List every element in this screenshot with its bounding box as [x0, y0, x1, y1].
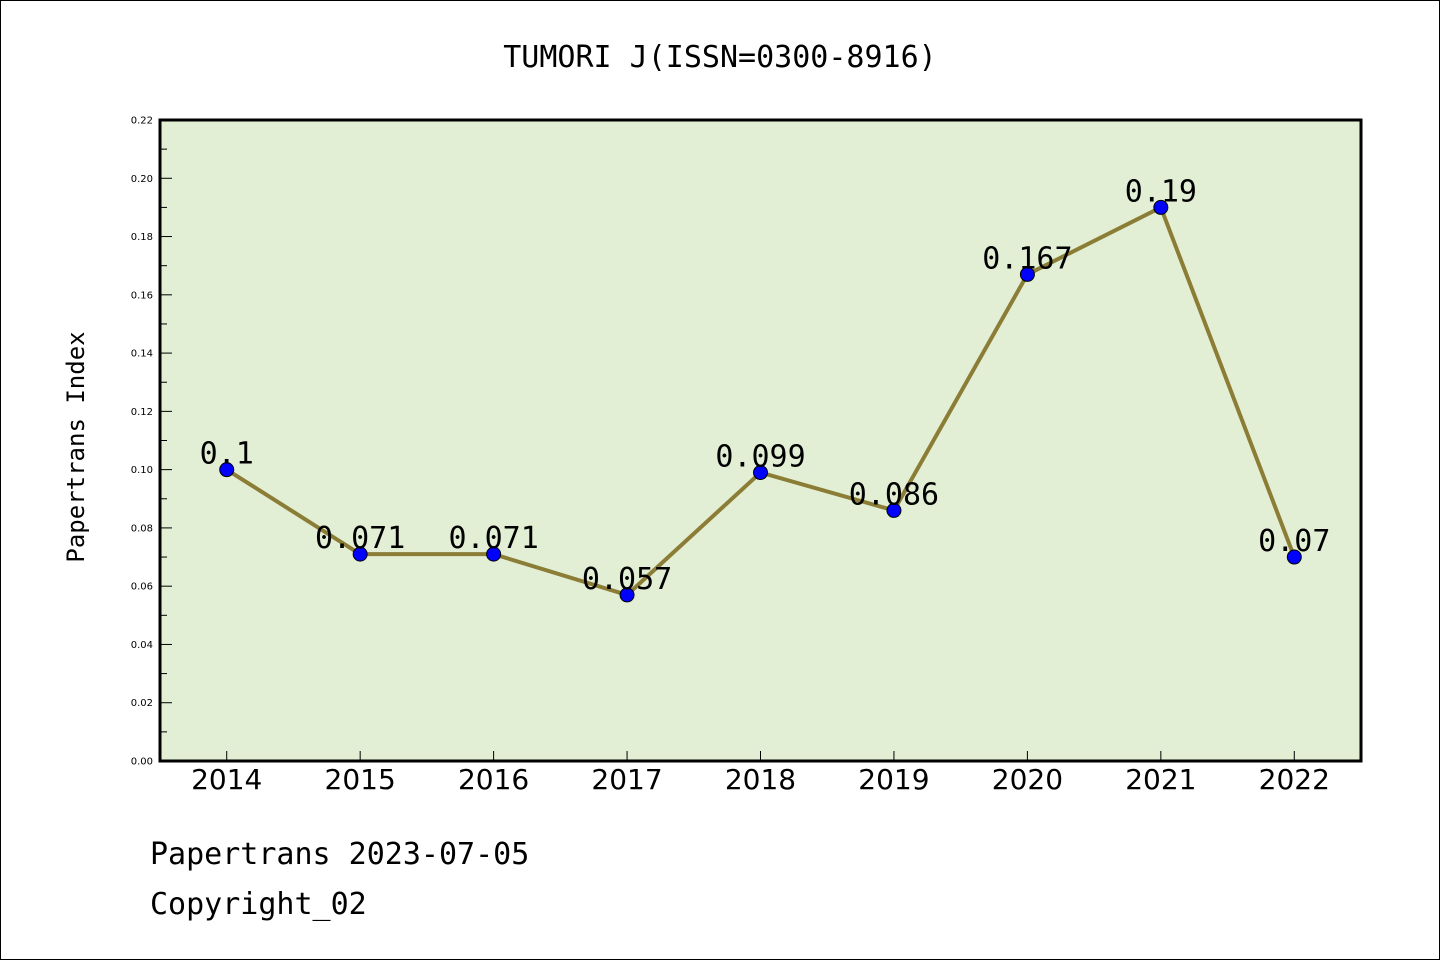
data-label: 0.071	[315, 521, 405, 556]
x-tick-label: 2016	[458, 763, 529, 796]
x-tick-label: 2015	[325, 763, 396, 796]
data-point	[1153, 199, 1169, 215]
y-tick-label: 0.16	[131, 290, 153, 301]
y-tick-label: 0.02	[131, 698, 153, 709]
data-label: 0.07	[1258, 524, 1330, 559]
x-tick-label: 2021	[1125, 763, 1196, 796]
chart-title: TUMORI J(ISSN=0300-8916)	[503, 40, 936, 75]
x-tick-label: 2017	[591, 763, 662, 796]
data-point	[1286, 549, 1302, 565]
y-tick-label: 0.22	[131, 116, 153, 127]
data-label: 0.086	[849, 477, 939, 512]
series-line-group: 0.1 0.071 0.071 0.057 0.099 0.086 0.167 0.19 0.0…	[200, 174, 1330, 603]
x-tick-label: 2019	[858, 763, 929, 796]
data-point	[886, 502, 902, 518]
data-point	[352, 546, 368, 562]
footer-copyright: Copyright_02	[150, 887, 367, 922]
y-tick-label: 0.06	[131, 582, 153, 593]
y-axis-label: Papertrans Index	[62, 331, 90, 562]
y-tick-label: 0.04	[131, 640, 153, 651]
data-point	[753, 465, 768, 481]
data-label: 0.1	[200, 437, 254, 472]
y-tick-label: 0.18	[131, 232, 153, 243]
data-point	[486, 546, 502, 562]
y-tick-label: 0.10	[131, 465, 153, 476]
y-tick-label: 0.00	[131, 757, 153, 768]
y-tick-label: 0.08	[131, 523, 153, 534]
data-label: 0.057	[582, 562, 672, 597]
data-label: 0.19	[1125, 174, 1197, 209]
y-tick-label: 0.20	[131, 174, 153, 185]
x-axis-ticks: 2014 2015 2016 2017 2018 2019 2020 2021 2022	[191, 751, 1330, 796]
y-tick-label: 0.12	[131, 407, 153, 418]
x-tick-label: 2018	[725, 763, 796, 796]
plot-area	[158, 118, 1363, 763]
x-tick-label: 2022	[1259, 763, 1330, 796]
x-tick-label: 2020	[992, 763, 1063, 796]
data-label: 0.167	[982, 241, 1072, 276]
data-label: 0.071	[448, 521, 538, 556]
y-axis-ticks: 0.00 0.02 0.04 0.06 0.08 0.10 0.12 0.14 0.16 0.18…	[131, 116, 172, 768]
data-point	[619, 587, 635, 603]
x-tick-label: 2014	[191, 763, 262, 796]
data-label: 0.099	[715, 440, 805, 475]
data-point	[219, 462, 235, 478]
y-tick-label: 0.14	[131, 349, 153, 360]
footer-date: Papertrans 2023-07-05	[150, 837, 529, 872]
data-point	[1019, 266, 1035, 282]
